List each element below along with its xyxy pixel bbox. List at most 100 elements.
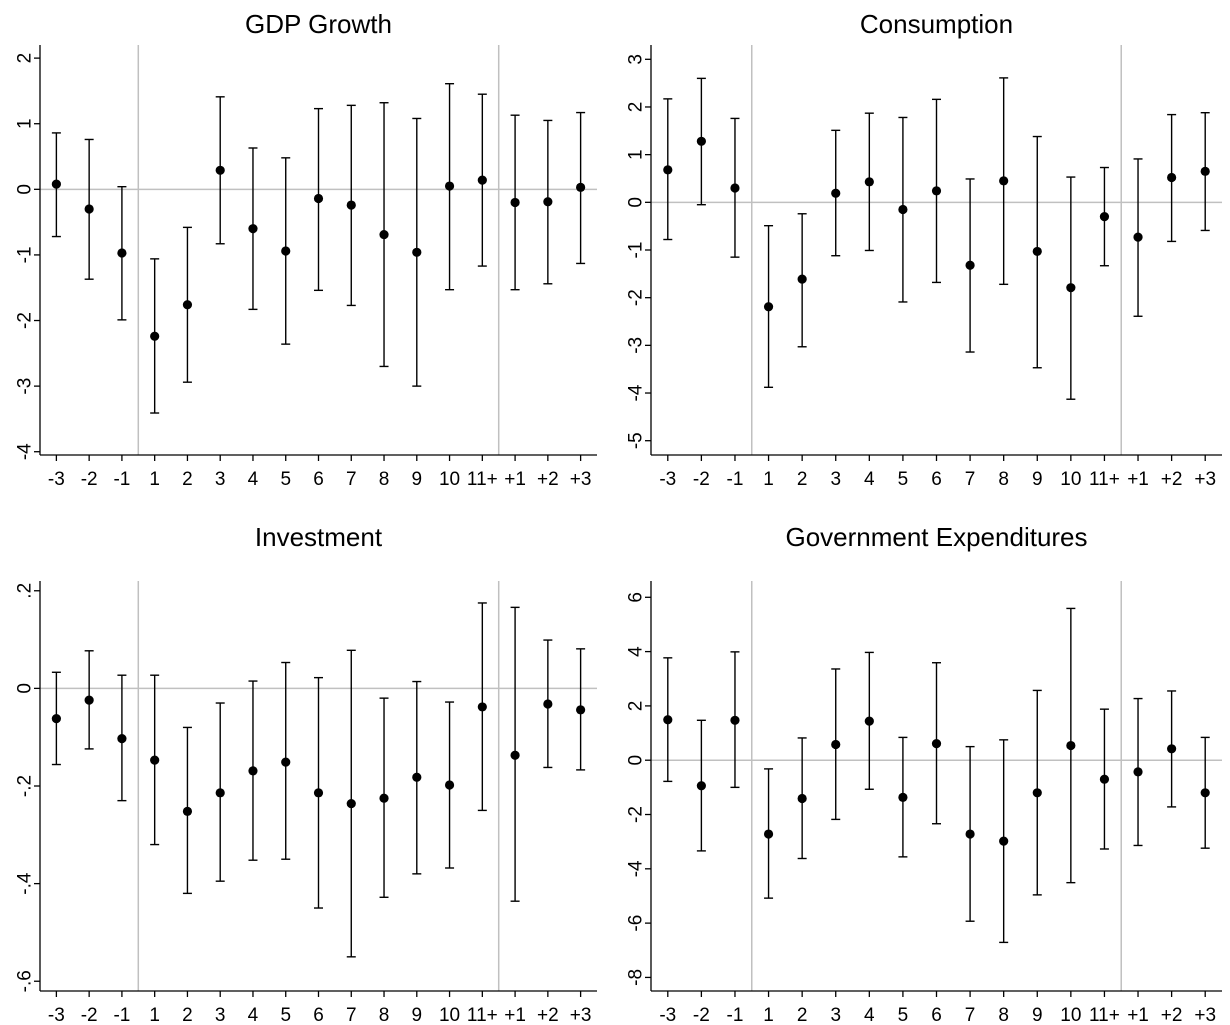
point-marker — [1099, 774, 1110, 784]
point-marker — [663, 715, 673, 725]
x-tick-label: 10 — [439, 469, 460, 490]
point-marker — [663, 165, 673, 175]
panel-investment: Investment .2 0 -.2 -.4 -.6 -3 -2 -1 1 2 3 4 5 6 7 8 9 10 1… — [0, 513, 615, 1025]
point-marker — [117, 248, 127, 258]
data-point--1 — [117, 674, 127, 802]
data-point-1 — [763, 768, 774, 899]
data-point-7 — [346, 649, 356, 958]
data-point-+2 — [1167, 113, 1177, 243]
data-point-8 — [379, 102, 389, 368]
point-marker — [444, 780, 455, 790]
x-tick-label: +3 — [570, 1005, 592, 1025]
point-marker — [1167, 744, 1177, 754]
x-tick-label: 5 — [280, 1005, 291, 1025]
data-point--2 — [84, 138, 94, 280]
data-point--1 — [117, 185, 127, 321]
point-marker — [1066, 283, 1076, 293]
point-marker — [346, 200, 356, 210]
x-tick-label: -3 — [659, 469, 676, 490]
data-point-5 — [898, 736, 908, 858]
point-marker — [999, 176, 1009, 186]
data-point-11+ — [1099, 708, 1110, 850]
point-marker — [1133, 232, 1143, 242]
y-tick-label: -4 — [626, 384, 647, 401]
data-point-+3 — [1200, 111, 1210, 232]
chart-title: Government Expenditures — [785, 522, 1087, 552]
x-tick-label: 1 — [149, 1005, 160, 1025]
x-tick-label: 11+ — [467, 1005, 498, 1025]
data-point-10 — [1066, 176, 1076, 400]
data-point-+1 — [1133, 697, 1143, 847]
y-tick-label: 0 — [626, 755, 647, 766]
data-point-+2 — [1167, 690, 1177, 808]
y-tick-label: -.4 — [15, 872, 36, 895]
y-tick-label: 0 — [15, 184, 36, 195]
y-tick-label: 2 — [626, 701, 647, 712]
x-tick-label: 6 — [313, 1005, 324, 1025]
y-tick-label: -5 — [626, 432, 647, 449]
data-point-3 — [215, 96, 225, 245]
x-tick-label: +2 — [1161, 469, 1183, 490]
x-tick-label: 5 — [898, 469, 909, 490]
x-tick-label: 5 — [898, 1005, 909, 1025]
point-marker — [696, 136, 706, 146]
data-point-3 — [215, 702, 225, 882]
data-point-9 — [1032, 135, 1042, 369]
y-tick-label: 1 — [626, 149, 647, 160]
data-point-7 — [965, 178, 975, 353]
x-tick-label: +3 — [570, 469, 592, 490]
x-tick-label: 8 — [379, 469, 390, 490]
x-tick-label: 1 — [763, 469, 774, 490]
data-point-6 — [313, 107, 324, 292]
data-point-+1 — [510, 114, 520, 291]
x-tick-label: 3 — [215, 1005, 226, 1025]
y-tick-label: -3 — [626, 337, 647, 354]
x-tick-label: 2 — [797, 1005, 808, 1025]
point-marker — [1099, 212, 1110, 222]
point-marker — [412, 772, 422, 782]
x-tick-label: 7 — [965, 1005, 976, 1025]
data-point-+2 — [543, 119, 553, 285]
data-point-2 — [182, 726, 193, 895]
y-tick-label: -2 — [15, 312, 36, 329]
x-tick-label: 9 — [412, 1005, 423, 1025]
point-marker — [444, 181, 455, 191]
y-tick-label: 0 — [626, 197, 647, 208]
point-marker — [931, 739, 942, 749]
x-tick-label: 8 — [998, 469, 1009, 490]
data-point--3 — [51, 132, 61, 238]
y-tick-label: -4 — [15, 443, 36, 460]
point-marker — [215, 788, 225, 798]
data-point-6 — [313, 676, 324, 909]
data-point-11+ — [1099, 166, 1110, 267]
data-point-3 — [831, 129, 841, 257]
data-point-7 — [965, 745, 975, 922]
point-marker — [477, 175, 487, 185]
data-point-11+ — [477, 93, 487, 267]
y-tick-label: -6 — [626, 915, 647, 932]
data-point-2 — [797, 213, 807, 348]
point-marker — [576, 182, 586, 192]
y-tick-label: 2 — [15, 53, 36, 64]
point-marker — [797, 793, 807, 804]
data-point--2 — [696, 77, 706, 206]
x-tick-label: 9 — [1032, 1005, 1043, 1025]
x-tick-label: 7 — [346, 469, 357, 490]
x-tick-label: +2 — [1161, 1005, 1183, 1025]
data-point-6 — [931, 662, 942, 825]
panel-consumption: Consumption 3 2 1 0 -1 -2 -3 -4 -5 -3 -2 -1 1 2 3 4 5 6 7 8 9… — [615, 0, 1230, 512]
x-tick-label: 7 — [346, 1005, 357, 1025]
point-marker — [477, 702, 487, 712]
x-tick-label: 2 — [182, 1005, 193, 1025]
point-marker — [379, 793, 389, 803]
data-point-+3 — [1200, 736, 1210, 849]
x-tick-label: 10 — [1060, 1005, 1081, 1025]
point-marker — [346, 798, 356, 809]
point-marker — [215, 165, 225, 175]
x-tick-label: 8 — [998, 1005, 1009, 1025]
y-tick-label: 4 — [626, 646, 647, 657]
point-marker — [1200, 788, 1210, 798]
point-marker — [965, 260, 975, 270]
